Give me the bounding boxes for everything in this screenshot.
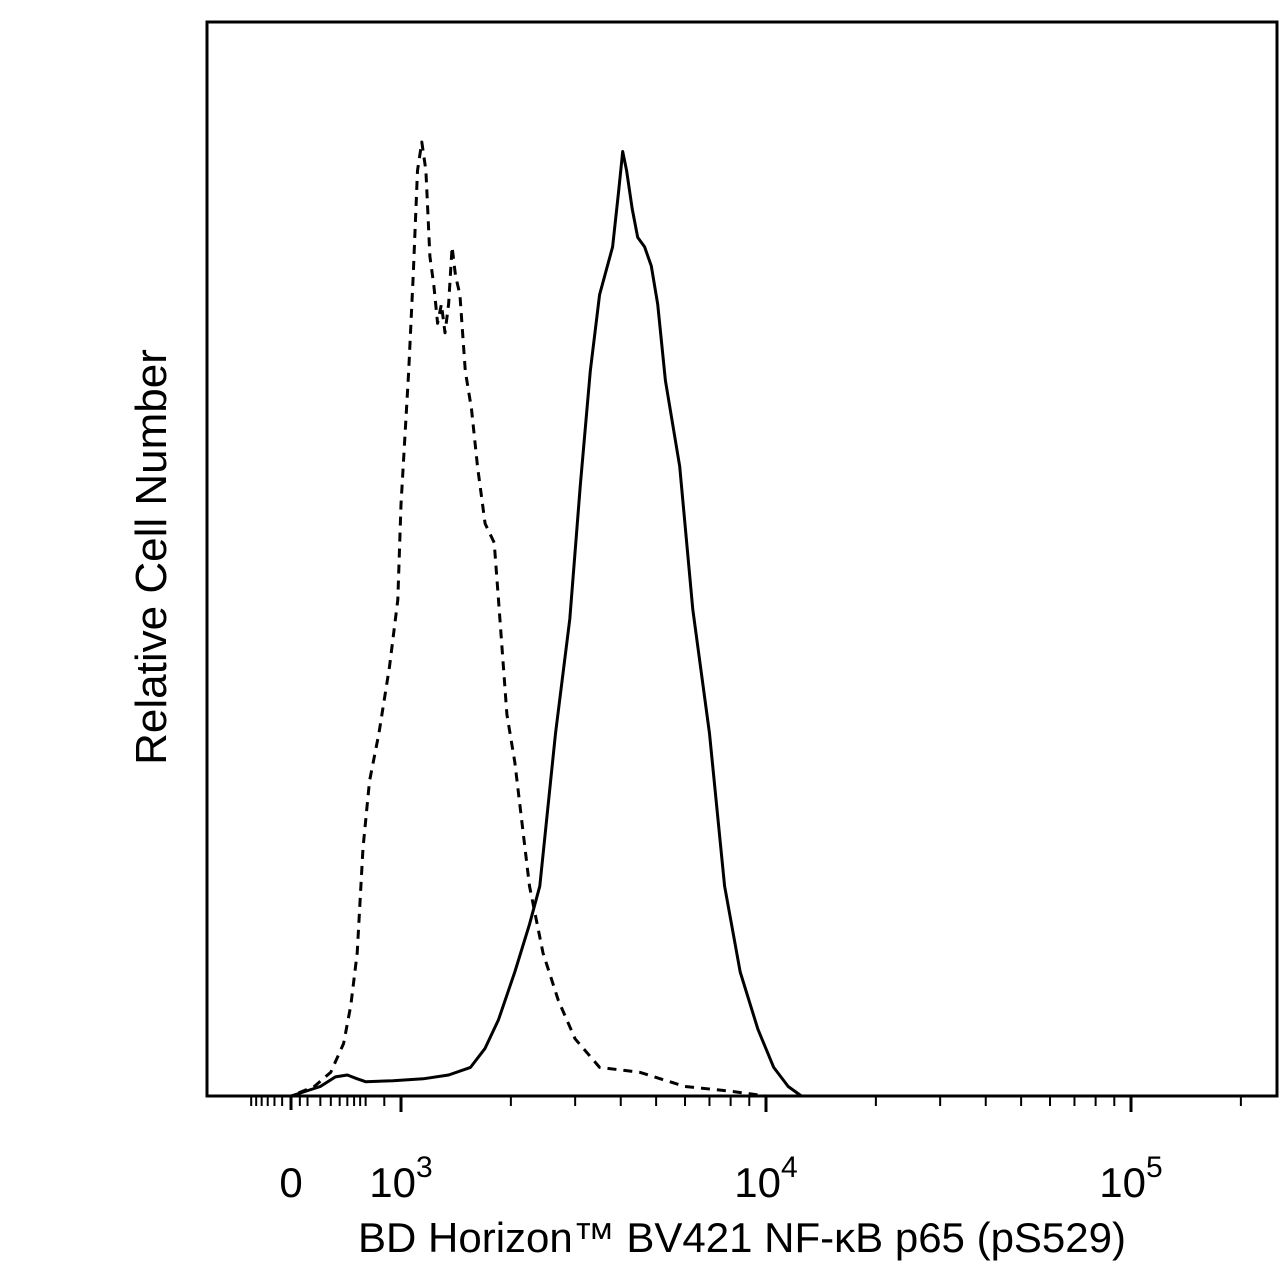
x-tick-label: 105 — [1099, 1151, 1162, 1206]
dashed-histogram-line — [251, 140, 1263, 1098]
x-tick-label: 104 — [734, 1151, 797, 1206]
x-tick-label: 103 — [369, 1151, 432, 1206]
plot-frame — [205, 20, 1279, 1098]
solid-histogram-line — [251, 150, 1263, 1098]
x-axis-label: BD Horizon™ BV421 NF-κB p65 (pS529) — [358, 1214, 1126, 1261]
y-axis-label: Relative Cell Number — [127, 349, 176, 765]
x-tick-label: 0 — [279, 1159, 302, 1206]
